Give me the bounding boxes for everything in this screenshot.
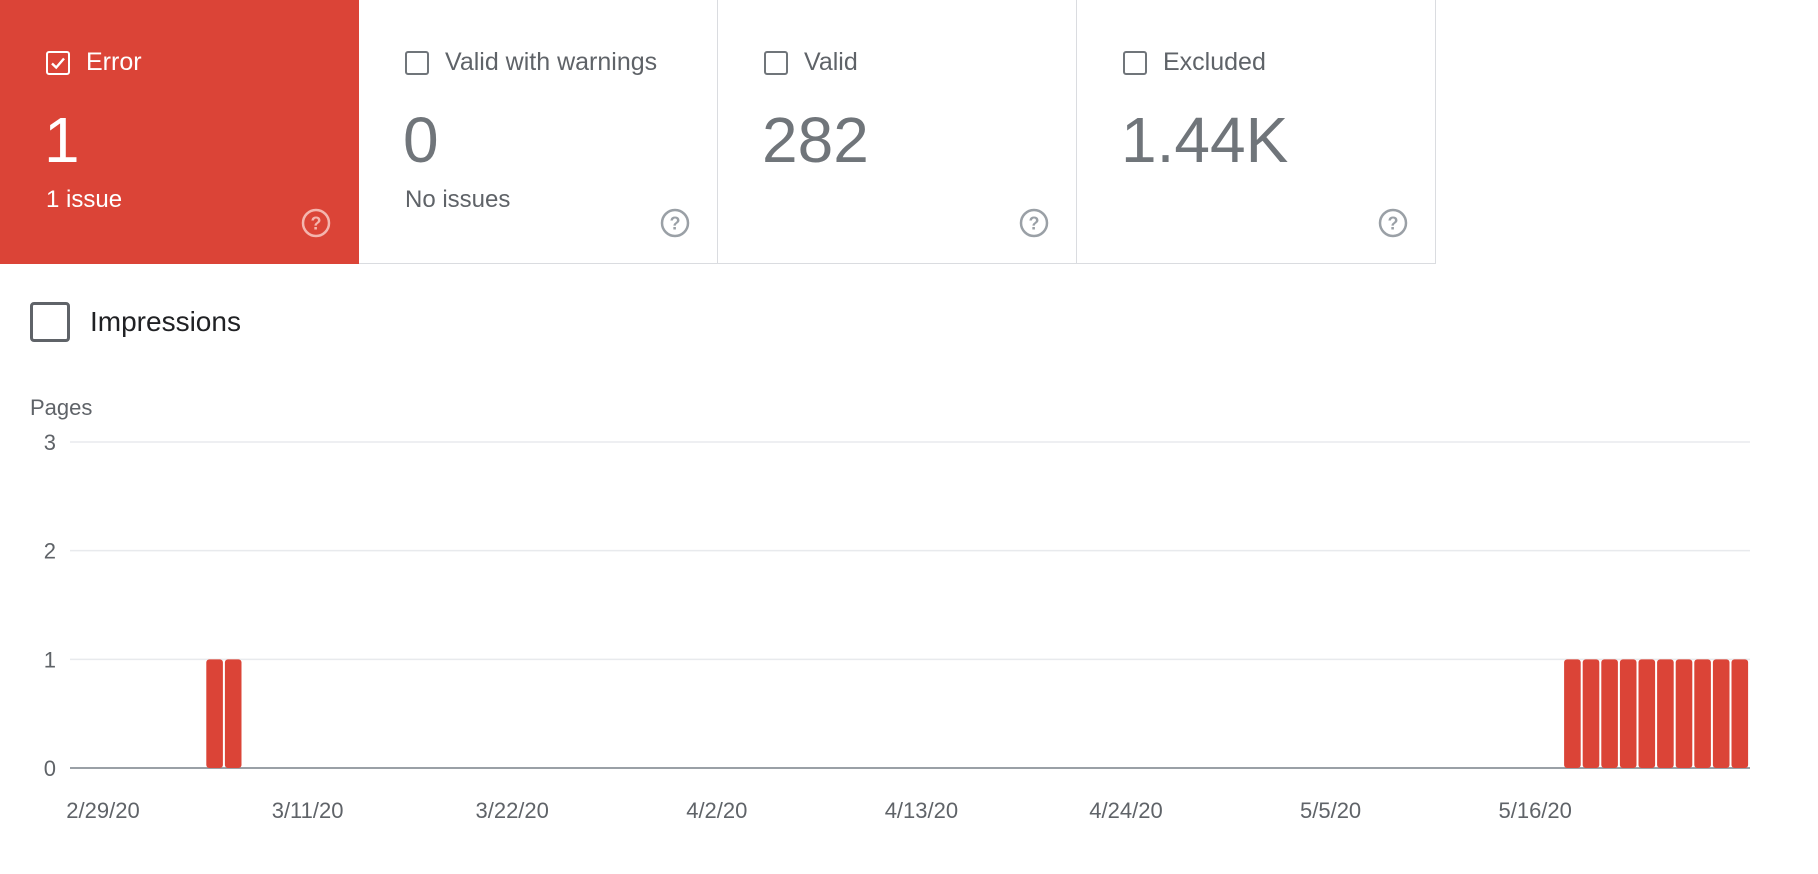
x-tick-label: 4/13/20 <box>885 798 958 823</box>
card-excluded[interactable]: Excluded 1.44K ? <box>1077 0 1436 264</box>
card-warnings-label: Valid with warnings <box>445 48 658 76</box>
x-tick-label: 4/24/20 <box>1089 798 1162 823</box>
y-tick-label: 3 <box>44 430 56 455</box>
warnings-checkbox[interactable] <box>405 50 429 75</box>
bar <box>1601 659 1618 768</box>
impressions-toggle[interactable]: Impressions <box>30 302 241 342</box>
card-error-value: 1 <box>44 104 80 176</box>
bar <box>1675 659 1693 768</box>
card-valid-value: 282 <box>762 104 869 176</box>
bar <box>1731 659 1749 768</box>
bar <box>1564 659 1581 768</box>
y-tick-label: 1 <box>44 647 56 672</box>
card-error-label: Error <box>86 48 142 76</box>
svg-text:?: ? <box>311 214 322 234</box>
bar <box>206 659 223 768</box>
bar <box>1712 659 1730 768</box>
card-excluded-value: 1.44K <box>1121 104 1289 176</box>
bar <box>1694 659 1711 768</box>
card-warnings-sub: No issues <box>405 186 511 213</box>
help-circle-icon[interactable]: ? <box>659 207 691 239</box>
error-checkbox[interactable] <box>46 50 70 75</box>
help-circle-icon[interactable]: ? <box>300 207 332 239</box>
svg-text:?: ? <box>670 214 681 234</box>
svg-text:?: ? <box>1388 214 1399 234</box>
help-circle-icon[interactable]: ? <box>1018 207 1050 239</box>
x-tick-label: 5/16/20 <box>1498 798 1571 823</box>
help-circle-icon[interactable]: ? <box>1377 207 1409 239</box>
y-tick-label: 0 <box>44 756 56 781</box>
pages-chart: Pages 0 1 2 3 2/29/20 3/11/20 3/22/20 4/2/20 4/13… <box>30 395 1750 823</box>
bar <box>1657 659 1674 768</box>
x-tick-label: 2/29/20 <box>66 798 139 823</box>
bar <box>1619 659 1637 768</box>
card-warnings-header: Valid with warnings <box>405 48 657 77</box>
y-axis-label: Pages <box>30 395 92 420</box>
card-error[interactable]: Error 1 1 issue ? <box>0 0 359 264</box>
impressions-checkbox[interactable] <box>30 302 70 342</box>
x-tick-label: 3/11/20 <box>272 798 344 823</box>
check-icon <box>51 57 65 69</box>
card-excluded-header: Excluded <box>1123 48 1266 77</box>
card-excluded-label: Excluded <box>1163 48 1266 76</box>
card-valid-header: Valid <box>764 48 858 77</box>
y-tick-label: 2 <box>44 539 56 564</box>
excluded-checkbox[interactable] <box>1123 50 1147 75</box>
bar <box>1582 659 1600 768</box>
status-cards: Error 1 1 issue ? Valid with warnings 0 … <box>0 0 1436 264</box>
card-valid-with-warnings[interactable]: Valid with warnings 0 No issues ? <box>359 0 718 264</box>
impressions-label: Impressions <box>90 306 241 337</box>
card-warnings-value: 0 <box>403 104 439 176</box>
x-tick-label: 4/2/20 <box>686 798 747 823</box>
card-error-header: Error <box>46 48 142 77</box>
x-tick-label: 5/5/20 <box>1300 798 1361 823</box>
svg-text:?: ? <box>1029 214 1040 234</box>
bar <box>224 659 242 768</box>
card-valid[interactable]: Valid 282 ? <box>718 0 1077 264</box>
valid-checkbox[interactable] <box>764 50 788 75</box>
bar <box>1638 659 1656 768</box>
card-valid-label: Valid <box>804 48 858 76</box>
x-tick-label: 3/22/20 <box>475 798 548 823</box>
card-error-sub: 1 issue <box>46 186 123 213</box>
